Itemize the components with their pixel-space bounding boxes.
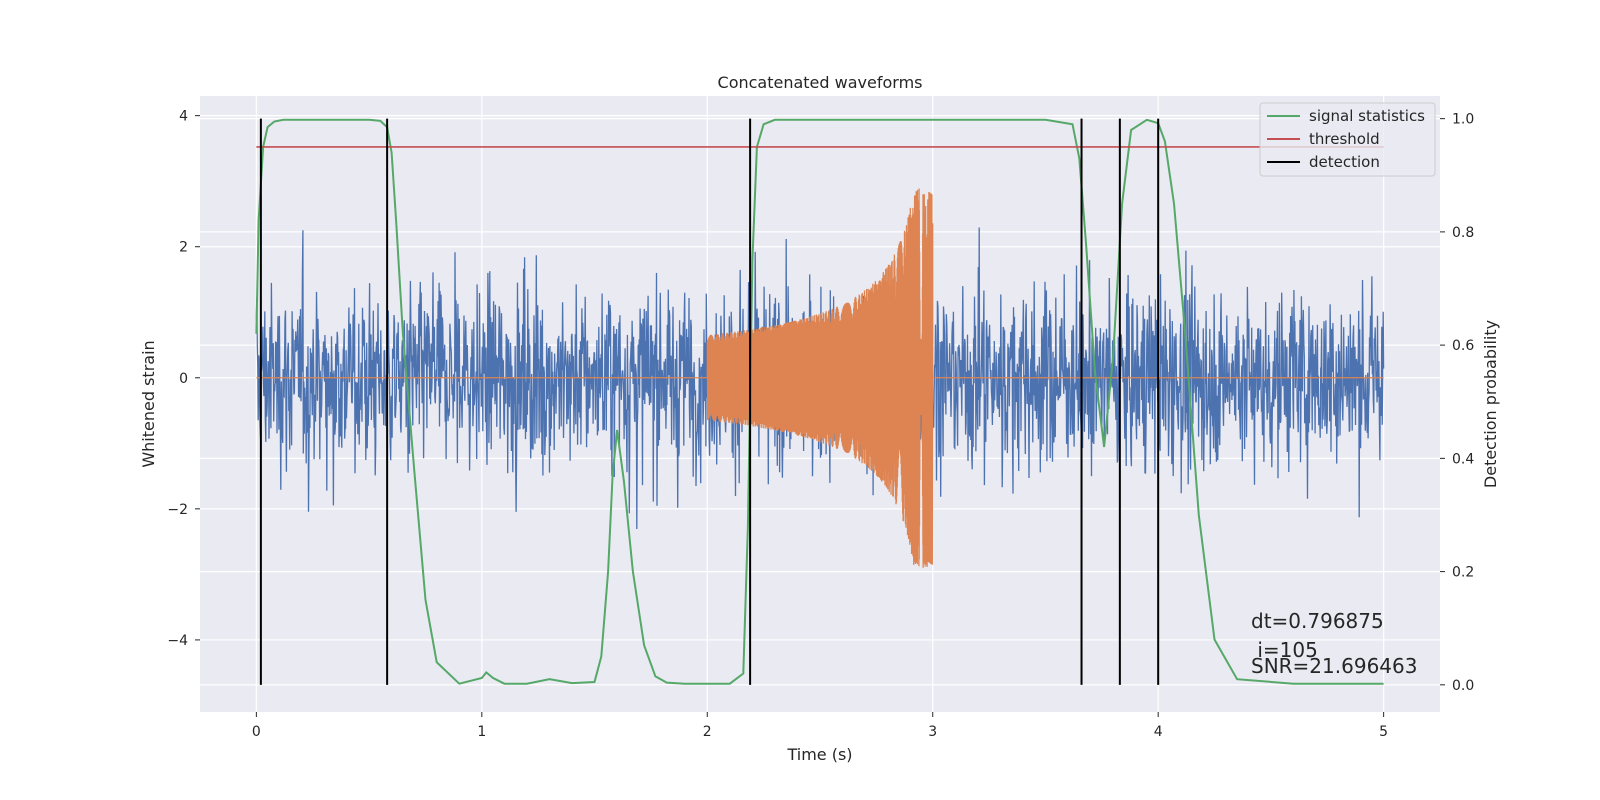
- x-axis: 0 1 2 3 4 5: [252, 712, 1388, 740]
- x-tick-label: 3: [928, 724, 937, 740]
- annotation-dt: dt=0.796875: [1251, 609, 1384, 633]
- y2-axis-label: Detection probability: [1481, 320, 1500, 488]
- y-tick-label: −4: [167, 633, 188, 649]
- y2-tick-label: 0.2: [1452, 565, 1474, 581]
- y-tick-label: 2: [179, 240, 188, 256]
- x-axis-label: Time (s): [786, 745, 852, 764]
- x-tick-label: 2: [703, 724, 712, 740]
- x-tick-label: 1: [477, 724, 486, 740]
- y-tick-label: 0: [179, 371, 188, 387]
- series-signal-statistics: [255, 118, 1384, 685]
- data-layer: [255, 118, 1385, 685]
- legend-box: [1259, 102, 1436, 177]
- y-axis-left: −4 −2 0 2 4: [167, 109, 200, 649]
- annotation-snr: SNR=21.696463: [1251, 654, 1417, 678]
- y2-tick-label: 0.6: [1452, 338, 1474, 354]
- y2-tick-label: 0.8: [1452, 225, 1474, 241]
- chart-title: Concatenated waveforms: [718, 73, 923, 92]
- legend-label-detection: detection: [1309, 153, 1380, 171]
- y-tick-label: 4: [179, 109, 188, 125]
- legend: signal statistics threshold detection: [1259, 102, 1436, 177]
- y2-tick-label: 0.4: [1452, 451, 1474, 467]
- y-axis-right: 0.0 0.2 0.4 0.6 0.8 1.0: [1440, 112, 1474, 694]
- y2-tick-label: 1.0: [1452, 112, 1474, 128]
- x-tick-label: 4: [1154, 724, 1163, 740]
- y2-tick-label: 0.0: [1452, 678, 1474, 694]
- legend-label-signal-statistics: signal statistics: [1309, 107, 1425, 125]
- legend-label-threshold: threshold: [1309, 130, 1380, 148]
- series-chirp-waveform: [256, 188, 1384, 568]
- x-tick-label: 5: [1379, 724, 1388, 740]
- annotation-index: i=105: [1251, 638, 1318, 662]
- y-tick-label: −2: [167, 502, 188, 518]
- x-tick-label: 0: [252, 724, 261, 740]
- annotation: dt=0.796875 i=105 SNR=21.696463: [1251, 609, 1417, 678]
- y-axis-label: Whitened strain: [139, 340, 158, 467]
